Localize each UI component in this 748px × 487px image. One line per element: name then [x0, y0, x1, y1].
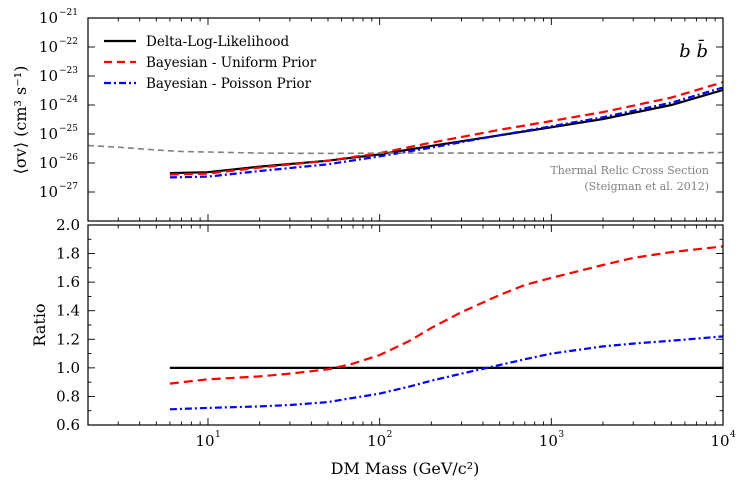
y-tick-label-top-exponent: −22 [59, 37, 78, 47]
bottom-plot-frame [87, 224, 724, 426]
y-tick-label-top: 10 [39, 125, 58, 143]
y-tick-label-bottom: 1.6 [56, 273, 80, 291]
y-tick-label-bottom: 1.0 [56, 359, 80, 377]
y-tick-label-top-exponent: −27 [59, 182, 78, 192]
top-y-axis-label: ⟨σv⟩ (cm³ s⁻¹) [11, 66, 30, 175]
thermal-relic-annotation-line1: Thermal Relic Cross Section [550, 164, 709, 177]
y-tick-label-top: 10 [39, 96, 58, 114]
y-tick-label-top-exponent: −26 [59, 153, 78, 163]
top-series-bayesian-uniform-prior [169, 81, 724, 176]
y-tick-label-bottom: 1.2 [56, 330, 80, 348]
y-tick-label-bottom: 0.8 [56, 387, 80, 405]
top-series-bayesian-poisson-prior [169, 86, 724, 179]
legend-label-bayesian-uniform: Bayesian - Uniform Prior [146, 55, 317, 71]
x-tick-label: 10 [195, 432, 214, 450]
x-tick-label: 10 [539, 432, 558, 450]
y-tick-label-bottom: 2.0 [56, 216, 80, 234]
y-tick-label-bottom: 1.8 [56, 245, 80, 263]
x-tick-label: 10 [367, 432, 386, 450]
y-tick-label-top-exponent: −23 [59, 66, 78, 76]
top-plot-frame [87, 17, 724, 222]
y-tick-label-bottom: 1.4 [56, 302, 80, 320]
bottom-y-axis-label: Ratio [30, 303, 49, 346]
x-axis-label: DM Mass (GeV/c²) [331, 459, 480, 478]
x-tick-label: 10 [710, 432, 729, 450]
legend: Delta-Log-Likelihood Bayesian - Uniform … [104, 34, 317, 92]
y-tick-label-top-exponent: −25 [59, 124, 78, 134]
x-tick-label-exponent: 2 [387, 430, 393, 440]
channel-label: b b̄ [679, 38, 708, 62]
bottom-series-group [169, 245, 724, 411]
y-tick-label-bottom: 0.6 [56, 416, 80, 434]
top-series-delta-log-likelihood [169, 88, 724, 175]
x-tick-label-exponent: 4 [730, 430, 736, 440]
bottom-ticks [87, 224, 723, 426]
y-tick-label-top-exponent: −21 [59, 8, 78, 18]
x-tick-label-exponent: 3 [558, 430, 564, 440]
bottom-series-bayesian-uniform-prior [169, 245, 724, 385]
legend-label-delta-log-likelihood: Delta-Log-Likelihood [146, 34, 289, 50]
bottom-panel: 0.60.81.01.21.41.61.82.0 10 1 10 2 10 3 10 4 Ra… [30, 216, 736, 478]
y-tick-label-top: 10 [39, 9, 58, 27]
x-tick-label-exponent: 1 [215, 430, 221, 440]
y-tick-label-top-exponent: −24 [59, 95, 78, 105]
thermal-relic-annotation-line2: (Steigman et al. 2012) [584, 180, 709, 193]
bottom-y-tick-labels: 0.6 0.8 1.0 1.2 1.4 1.6 1.8 2.0 [56, 216, 80, 434]
bottom-series-bayesian-poisson-prior [169, 335, 724, 411]
y-tick-label-top: 10 [39, 183, 58, 201]
y-tick-label-top: 10 [39, 154, 58, 172]
bottom-x-tick-labels: 10 1 10 2 10 3 10 4 [195, 430, 736, 450]
y-tick-label-top: 10 [39, 67, 58, 85]
y-tick-label-top: 10 [39, 38, 58, 56]
top-series-thermal-relic-cross-section [87, 144, 724, 155]
legend-label-bayesian-poisson: Bayesian - Poisson Prior [146, 76, 312, 92]
top-series-group [87, 81, 724, 179]
